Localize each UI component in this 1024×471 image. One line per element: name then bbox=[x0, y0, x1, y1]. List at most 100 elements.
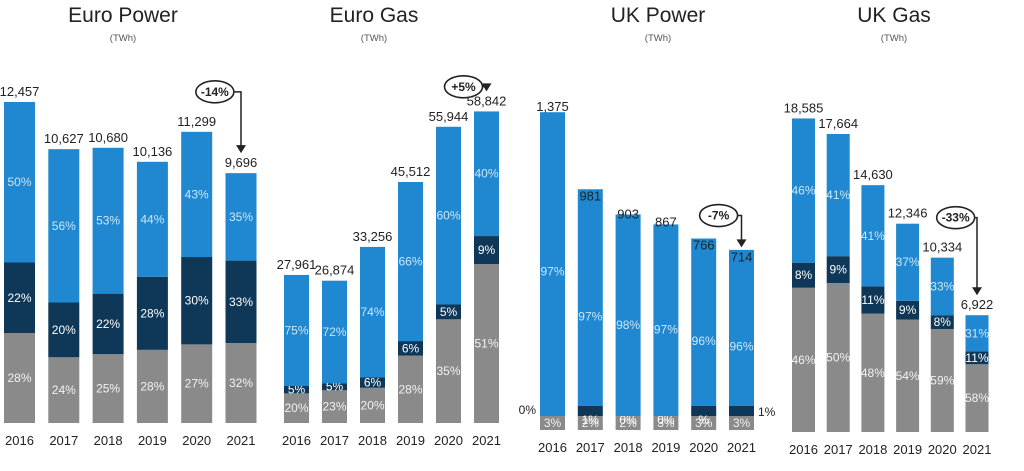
bar-segment bbox=[284, 393, 309, 423]
segment-label: 43% bbox=[185, 187, 209, 201]
bar-segment bbox=[136, 161, 168, 277]
segment-label: 3% bbox=[733, 416, 751, 430]
bar-segment bbox=[729, 249, 754, 406]
bar-segment bbox=[436, 319, 461, 423]
bar-segment bbox=[792, 262, 815, 288]
segment-label: 41% bbox=[826, 188, 850, 202]
bar-total-label: 766 bbox=[693, 238, 715, 253]
year-tick-label: 2021 bbox=[727, 440, 756, 455]
segment-label: 35% bbox=[436, 364, 460, 378]
panel-unit: (TWh) bbox=[881, 33, 907, 44]
bar-segment bbox=[398, 182, 423, 342]
bar-segment bbox=[540, 112, 565, 416]
segment-label: 40% bbox=[474, 167, 498, 181]
bar-segment bbox=[181, 344, 213, 423]
segment-label: 50% bbox=[826, 350, 850, 364]
bar-total-label: 55,944 bbox=[429, 109, 469, 124]
segment-label: 53% bbox=[96, 214, 120, 228]
bar-segment bbox=[181, 131, 213, 258]
segment-label: 27% bbox=[185, 377, 209, 391]
segment-label: 33% bbox=[229, 295, 253, 309]
bar-segment bbox=[826, 133, 850, 257]
segment-label: 9% bbox=[478, 243, 496, 257]
segment-label: % bbox=[698, 413, 709, 427]
bar-segment bbox=[691, 238, 717, 406]
segment-label: 2% bbox=[619, 416, 637, 430]
bar-segment bbox=[322, 280, 347, 384]
bar-segment bbox=[653, 416, 679, 430]
bar-segment bbox=[577, 406, 603, 416]
segment-label: 51% bbox=[474, 337, 498, 351]
bar-total-label: 11,299 bbox=[177, 114, 216, 129]
segment-label: 97% bbox=[540, 264, 564, 278]
bar-total-label: 714 bbox=[731, 249, 753, 264]
bar-total-label: 9,696 bbox=[225, 155, 258, 170]
bar-segment bbox=[398, 341, 423, 356]
segment-label: 48% bbox=[861, 366, 885, 380]
segment-label: 25% bbox=[96, 382, 120, 396]
bar-segment bbox=[436, 126, 461, 305]
year-tick-label: 2021 bbox=[472, 433, 501, 448]
bar-segment bbox=[965, 364, 989, 432]
bar-segment bbox=[360, 246, 385, 378]
segment-label: 2% bbox=[582, 416, 600, 430]
bar-segment bbox=[136, 276, 168, 350]
bar-segment bbox=[861, 313, 885, 432]
bar-segment bbox=[360, 387, 385, 423]
year-tick-label: 2020 bbox=[689, 440, 718, 455]
bar-segment bbox=[4, 101, 35, 263]
bar-total-label: 10,680 bbox=[88, 130, 128, 145]
segment-label: 6% bbox=[364, 375, 382, 389]
bar-segment bbox=[577, 416, 603, 430]
segment-label: 22% bbox=[7, 291, 31, 305]
bar-segment bbox=[965, 315, 989, 352]
change-callout-arrowhead bbox=[972, 287, 982, 296]
bar-segment bbox=[729, 416, 754, 430]
segment-label: 9% bbox=[830, 263, 848, 277]
year-tick-label: 2017 bbox=[49, 433, 78, 448]
side-label-left: 0% bbox=[519, 403, 537, 417]
bar-segment bbox=[48, 302, 80, 358]
segment-label: 3% bbox=[657, 416, 675, 430]
segment-label: 35% bbox=[229, 210, 253, 224]
bar-total-label: 867 bbox=[655, 215, 677, 230]
bar-segment bbox=[615, 416, 641, 430]
segment-label: 5% bbox=[288, 383, 306, 397]
bar-segment bbox=[965, 351, 989, 365]
bar-total-label: 27,961 bbox=[277, 257, 317, 272]
bar-total-label: 6,922 bbox=[961, 297, 994, 312]
year-tick-label: 2021 bbox=[963, 442, 992, 457]
bar-segment bbox=[225, 343, 257, 423]
segment-label: 96% bbox=[729, 340, 753, 354]
change-callout-text: -7% bbox=[708, 209, 730, 223]
bar-segment bbox=[181, 257, 213, 345]
bar-segment bbox=[896, 319, 920, 432]
bar-segment bbox=[322, 383, 347, 391]
year-tick-label: 2020 bbox=[434, 433, 463, 448]
year-tick-label: 2017 bbox=[824, 442, 853, 457]
segment-label: 9% bbox=[899, 303, 917, 317]
segment-label: 98% bbox=[616, 318, 640, 332]
bar-segment bbox=[225, 260, 257, 344]
panel-unit: (TWh) bbox=[110, 33, 136, 44]
bar-segment bbox=[930, 329, 954, 432]
year-tick-label: 2016 bbox=[538, 440, 567, 455]
year-tick-label: 2016 bbox=[789, 442, 818, 457]
change-callout-text: -14% bbox=[201, 85, 229, 99]
panel-title: Euro Power bbox=[68, 4, 178, 27]
year-tick-label: 2021 bbox=[227, 433, 256, 448]
change-callout-text: +5% bbox=[451, 80, 476, 94]
panel-title: Euro Gas bbox=[330, 4, 419, 27]
year-tick-label: 2020 bbox=[928, 442, 957, 457]
bar-segment bbox=[577, 189, 603, 406]
panel-uk-power: UK Power (TWh) 3%97%1,37520162%1%97%9812… bbox=[519, 4, 776, 455]
bar-segment bbox=[136, 349, 168, 423]
side-label-right: 1% bbox=[758, 405, 776, 419]
bar-segment bbox=[225, 173, 257, 261]
bar-total-label: 45,512 bbox=[391, 164, 431, 179]
bar-total-label: 10,136 bbox=[133, 144, 173, 159]
segment-label: 28% bbox=[398, 382, 422, 396]
bar-segment bbox=[284, 385, 309, 394]
bar-segment bbox=[896, 300, 920, 320]
year-tick-label: 2018 bbox=[858, 442, 887, 457]
